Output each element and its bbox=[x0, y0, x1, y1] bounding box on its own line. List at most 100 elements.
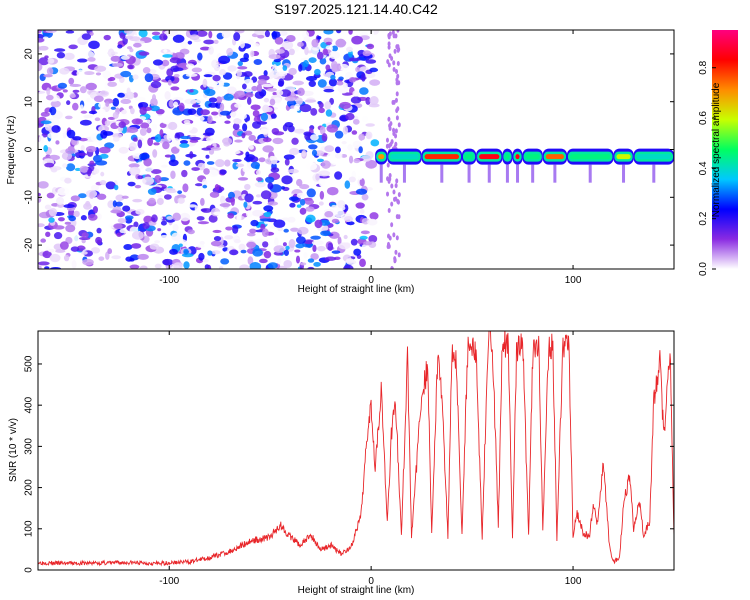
noise-speckle bbox=[277, 226, 284, 232]
noise-speckle bbox=[363, 241, 373, 246]
noise-speckle bbox=[368, 103, 380, 108]
noise-speckle bbox=[267, 201, 279, 206]
noise-speckle bbox=[102, 70, 112, 80]
noise-speckle bbox=[254, 164, 260, 170]
noise-speckle bbox=[46, 87, 51, 96]
noise-speckle bbox=[331, 63, 342, 72]
noise-speckle bbox=[203, 39, 215, 45]
noise-speckle bbox=[121, 195, 129, 199]
noise-speckle bbox=[133, 42, 142, 48]
y-tick-label: 200 bbox=[24, 479, 35, 496]
noise-speckle bbox=[361, 139, 368, 146]
noise-speckle bbox=[138, 30, 148, 38]
noise-speckle bbox=[166, 216, 174, 220]
noise-speckle bbox=[215, 159, 225, 168]
noise-speckle bbox=[219, 203, 231, 208]
y-tick-label: 0 bbox=[24, 567, 35, 573]
noise-speckle bbox=[42, 36, 49, 40]
noise-speckle bbox=[126, 87, 131, 96]
noise-speckle bbox=[129, 142, 137, 151]
noise-speckle bbox=[38, 192, 41, 197]
noise-speckle bbox=[118, 121, 127, 128]
noise-speckle bbox=[246, 241, 257, 249]
noise-speckle bbox=[137, 253, 149, 260]
noise-speckle bbox=[272, 137, 284, 145]
noise-speckle bbox=[388, 176, 392, 182]
noise-speckle bbox=[273, 219, 286, 228]
noise-speckle bbox=[138, 101, 149, 109]
noise-speckle bbox=[135, 208, 145, 215]
band-smear bbox=[379, 164, 383, 183]
noise-speckle bbox=[64, 221, 72, 225]
noise-speckle bbox=[303, 131, 312, 136]
noise-speckle bbox=[68, 44, 78, 50]
noise-speckle bbox=[198, 252, 205, 261]
noise-speckle bbox=[162, 141, 170, 150]
noise-speckle bbox=[50, 167, 58, 173]
noise-speckle bbox=[387, 34, 391, 40]
noise-speckle bbox=[299, 262, 307, 266]
noise-speckle bbox=[338, 63, 349, 71]
noise-speckle bbox=[38, 38, 45, 43]
noise-speckle bbox=[131, 230, 144, 240]
noise-speckle bbox=[395, 77, 399, 83]
noise-speckle bbox=[385, 143, 389, 149]
noise-speckle bbox=[146, 127, 152, 134]
noise-speckle bbox=[179, 135, 191, 140]
noise-speckle bbox=[219, 195, 226, 204]
noise-speckle bbox=[110, 55, 121, 62]
noise-speckle bbox=[150, 97, 158, 107]
noise-speckle bbox=[132, 74, 139, 80]
noise-speckle bbox=[55, 249, 66, 253]
noise-speckle bbox=[95, 72, 102, 76]
noise-speckle bbox=[103, 34, 111, 41]
colorbar-tick-label: 0.8 bbox=[698, 60, 709, 74]
noise-speckle bbox=[72, 136, 82, 141]
noise-speckle bbox=[128, 163, 140, 168]
noise-speckle bbox=[60, 127, 66, 133]
noise-speckle bbox=[129, 166, 141, 176]
noise-speckle bbox=[183, 261, 190, 269]
noise-speckle bbox=[66, 129, 76, 139]
noise-speckle bbox=[159, 234, 170, 239]
noise-speckle bbox=[396, 47, 400, 53]
noise-speckle bbox=[298, 63, 303, 72]
noise-speckle bbox=[358, 146, 363, 154]
noise-speckle bbox=[323, 88, 335, 93]
noise-speckle bbox=[359, 258, 366, 268]
noise-speckle bbox=[210, 146, 222, 151]
noise-speckle bbox=[386, 162, 390, 168]
noise-speckle bbox=[133, 221, 139, 228]
noise-speckle bbox=[132, 137, 138, 142]
noise-speckle bbox=[344, 180, 351, 189]
noise-speckle bbox=[207, 115, 213, 124]
noise-speckle bbox=[184, 98, 197, 105]
noise-speckle bbox=[81, 251, 88, 255]
noise-speckle bbox=[189, 34, 200, 41]
noise-speckle bbox=[285, 35, 296, 42]
noise-speckle bbox=[319, 190, 325, 200]
noise-speckle bbox=[203, 168, 210, 175]
noise-speckle bbox=[113, 223, 123, 230]
noise-speckle bbox=[346, 259, 357, 265]
noise-speckle bbox=[159, 129, 164, 138]
noise-speckle bbox=[157, 194, 164, 199]
noise-speckle bbox=[325, 64, 331, 71]
noise-speckle bbox=[280, 186, 286, 190]
noise-speckle bbox=[245, 170, 254, 177]
noise-speckle bbox=[229, 249, 239, 256]
noise-speckle bbox=[170, 146, 180, 154]
noise-speckle bbox=[173, 101, 179, 107]
noise-speckle bbox=[187, 108, 197, 115]
noise-speckle bbox=[288, 48, 295, 56]
noise-speckle bbox=[125, 35, 134, 40]
noise-speckle bbox=[232, 158, 242, 163]
noise-speckle bbox=[48, 248, 55, 253]
noise-speckle bbox=[173, 262, 183, 269]
noise-speckle bbox=[299, 198, 306, 206]
noise-speckle bbox=[112, 62, 124, 68]
noise-speckle bbox=[321, 133, 328, 142]
noise-speckle bbox=[251, 209, 264, 217]
noise-speckle bbox=[343, 264, 354, 269]
y-tick-label: -10 bbox=[24, 190, 35, 205]
